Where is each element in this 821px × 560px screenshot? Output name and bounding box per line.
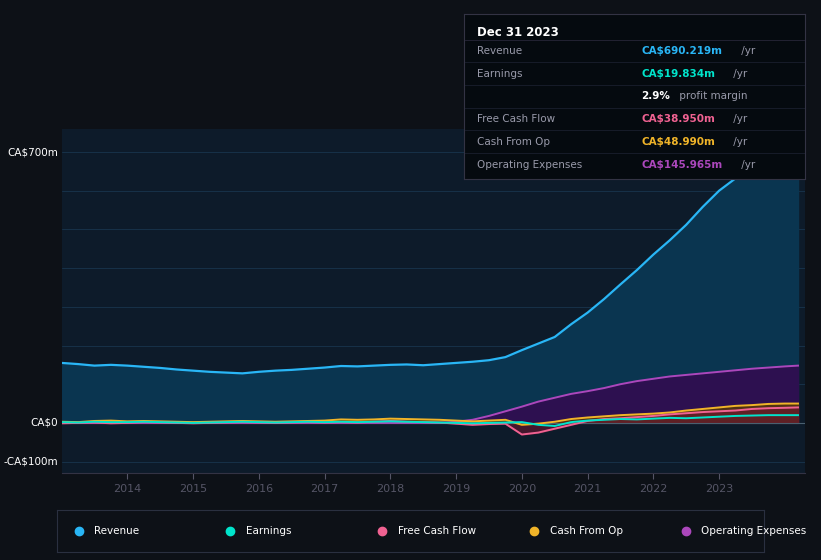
Text: Operating Expenses: Operating Expenses	[701, 526, 807, 535]
Text: /yr: /yr	[730, 137, 747, 147]
Text: CA$19.834m: CA$19.834m	[641, 69, 715, 78]
Text: Earnings: Earnings	[478, 69, 523, 78]
Text: CA$690.219m: CA$690.219m	[641, 46, 722, 56]
Text: /yr: /yr	[730, 69, 747, 78]
Text: Free Cash Flow: Free Cash Flow	[398, 526, 476, 535]
Text: Cash From Op: Cash From Op	[478, 137, 551, 147]
Text: CA$48.990m: CA$48.990m	[641, 137, 715, 147]
Text: /yr: /yr	[738, 160, 756, 170]
Text: Free Cash Flow: Free Cash Flow	[478, 114, 556, 124]
Text: CA$38.950m: CA$38.950m	[641, 114, 715, 124]
Text: /yr: /yr	[730, 114, 747, 124]
Text: CA$700m: CA$700m	[7, 147, 57, 157]
Text: -CA$100m: -CA$100m	[3, 456, 57, 466]
Text: Operating Expenses: Operating Expenses	[478, 160, 583, 170]
Text: profit margin: profit margin	[677, 91, 748, 101]
Text: Revenue: Revenue	[478, 46, 523, 56]
Text: CA$145.965m: CA$145.965m	[641, 160, 722, 170]
Text: /yr: /yr	[738, 46, 756, 56]
Text: Cash From Op: Cash From Op	[549, 526, 622, 535]
Text: Dec 31 2023: Dec 31 2023	[478, 26, 559, 39]
Text: Revenue: Revenue	[94, 526, 140, 535]
Text: 2.9%: 2.9%	[641, 91, 670, 101]
Text: Earnings: Earnings	[246, 526, 291, 535]
Text: CA$0: CA$0	[30, 418, 57, 428]
